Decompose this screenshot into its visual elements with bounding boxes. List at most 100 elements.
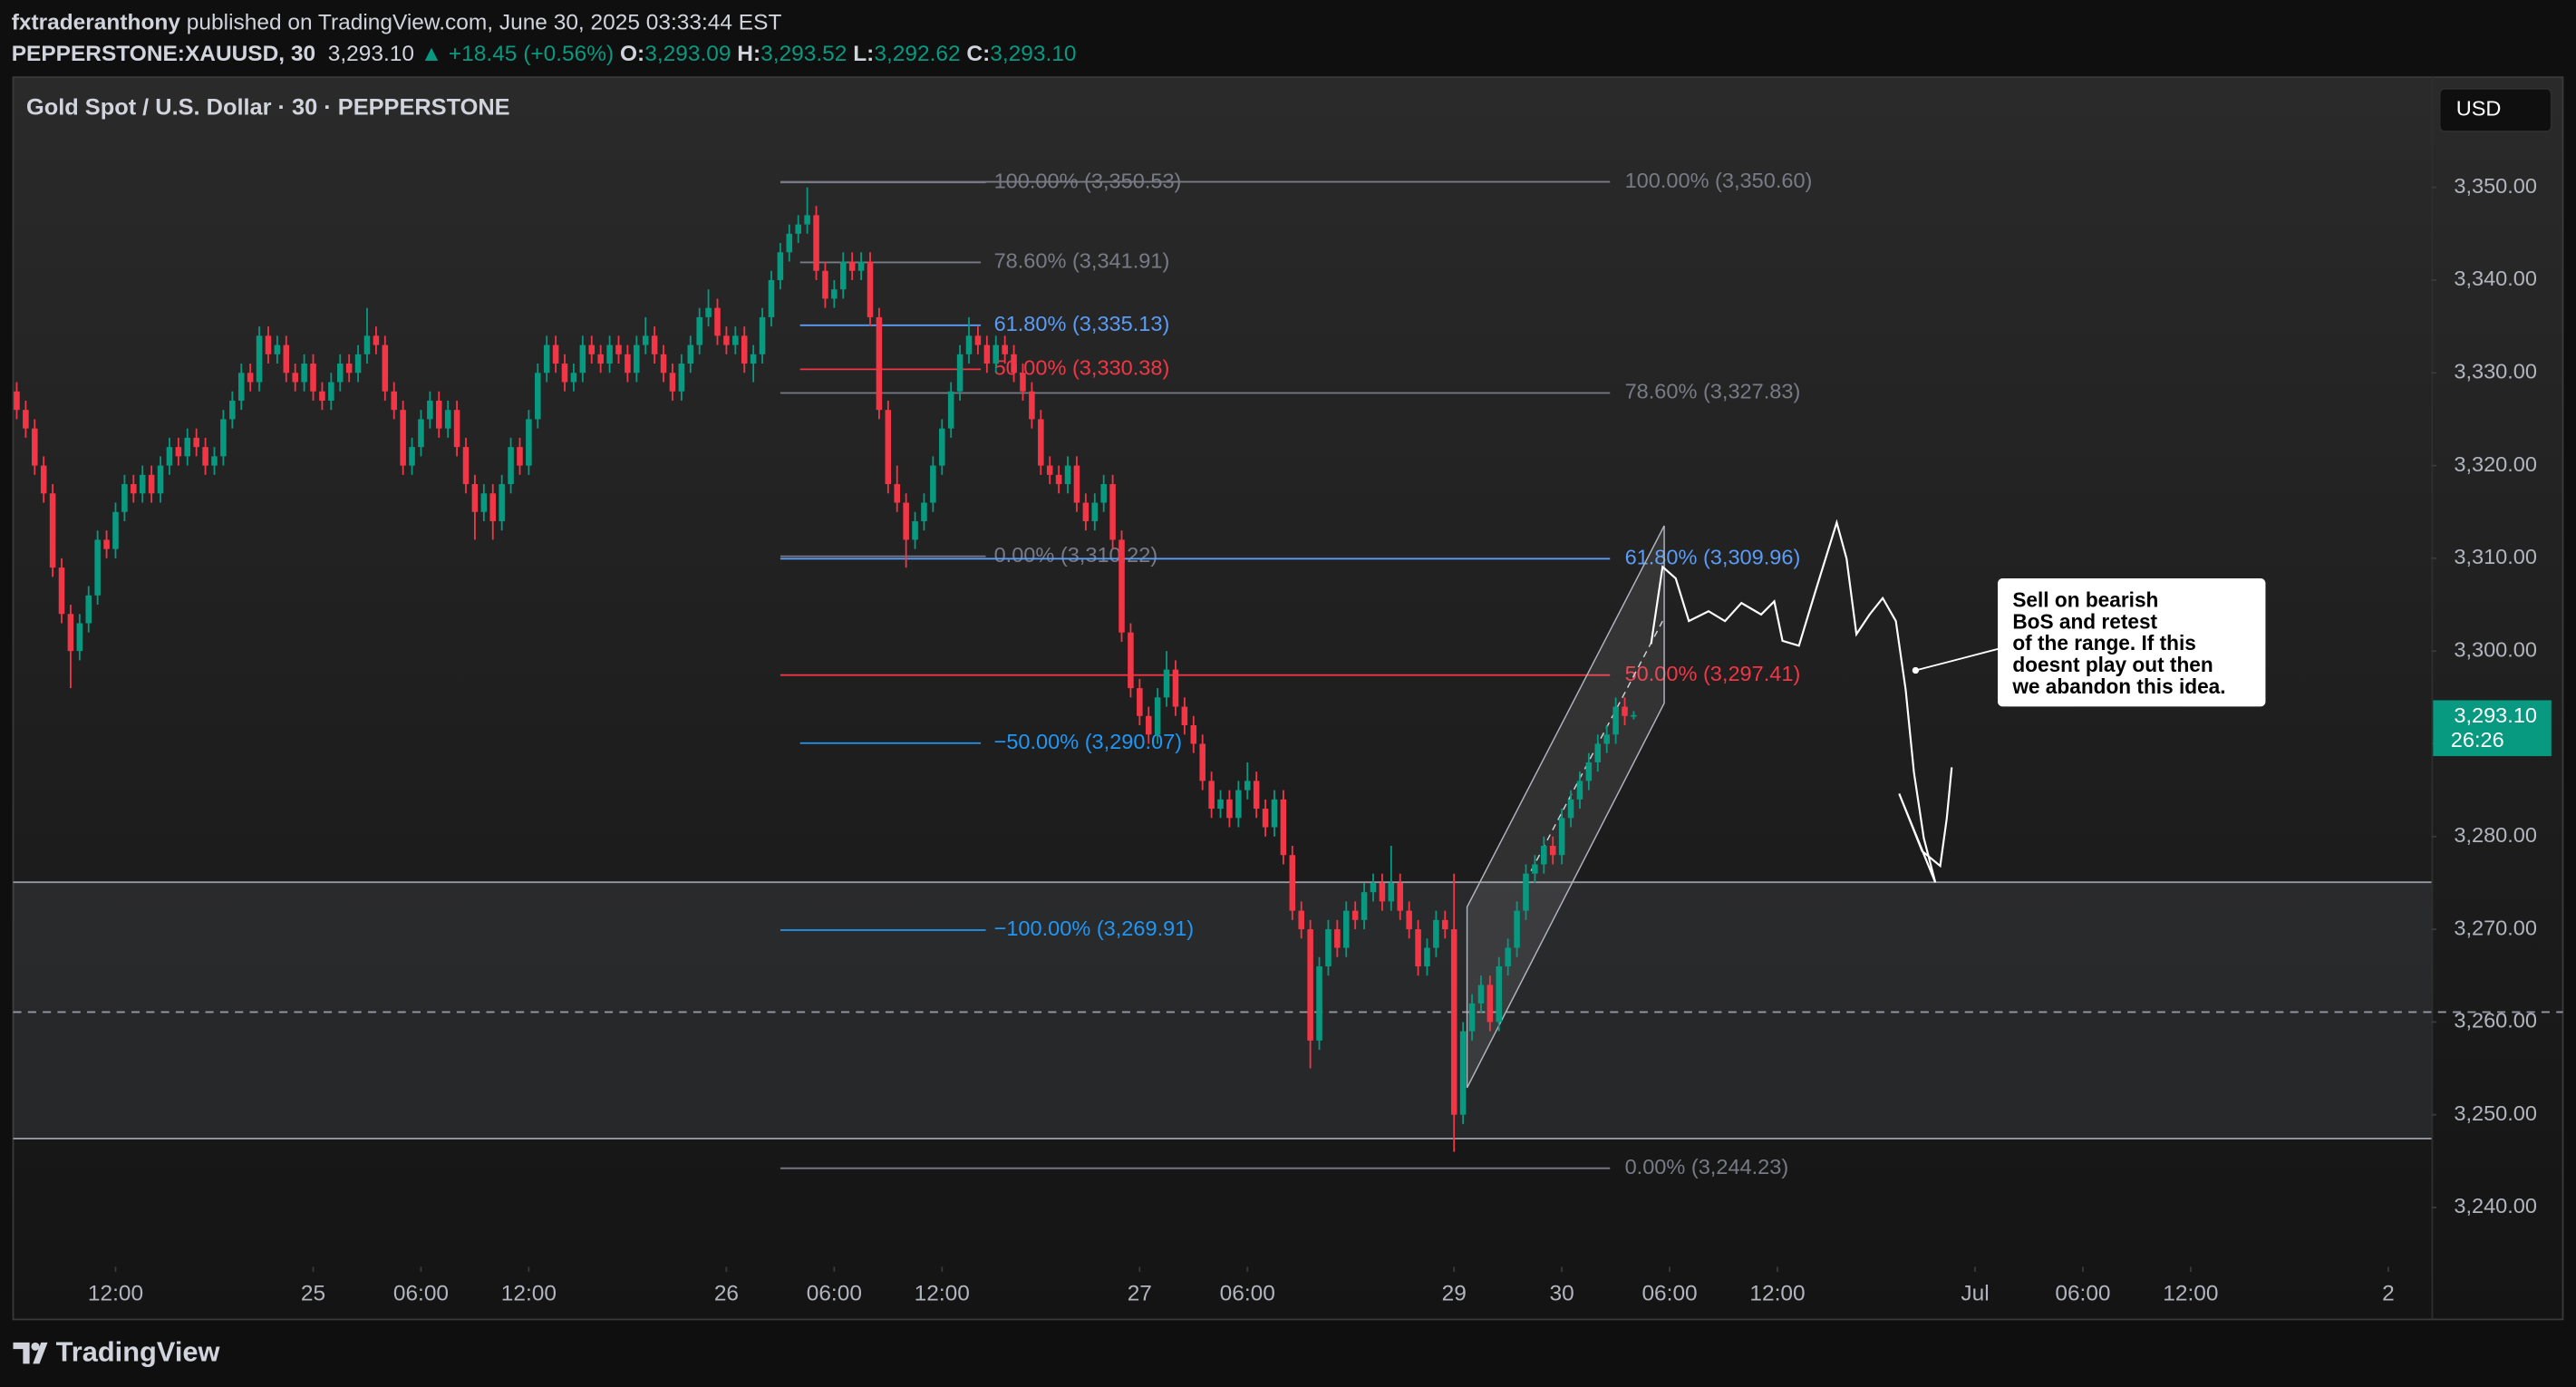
candle-body bbox=[229, 400, 236, 420]
fib-level-label: 50.00% (3,297.41) bbox=[1625, 662, 1801, 685]
fib-level-label: −100.00% (3,269.91) bbox=[994, 917, 1195, 940]
candle-body bbox=[499, 484, 505, 521]
candle-body bbox=[193, 437, 199, 448]
candle-body bbox=[400, 410, 406, 466]
symbol-line: PEPPERSTONE:XAUUSD, 30 3,293.10 ▲ +18.45… bbox=[12, 38, 1077, 69]
candle-body bbox=[462, 447, 470, 485]
candle-body bbox=[552, 344, 559, 364]
candle-body bbox=[1020, 373, 1026, 392]
x-tick-label: 29 bbox=[1442, 1282, 1467, 1306]
candle-body bbox=[804, 215, 810, 225]
candle-body bbox=[1415, 929, 1421, 966]
candle-body bbox=[651, 335, 658, 354]
candle-body bbox=[543, 344, 550, 373]
x-tick-label: 2 bbox=[2382, 1282, 2395, 1306]
candle-body bbox=[166, 447, 173, 466]
candle-body bbox=[319, 391, 325, 401]
candle-body bbox=[1064, 465, 1071, 485]
fib-level-label: 100.00% (3,350.53) bbox=[994, 169, 1182, 192]
candle-body bbox=[1316, 965, 1322, 1041]
x-tick-label: 06:00 bbox=[807, 1282, 862, 1306]
candle-body bbox=[328, 382, 334, 401]
currency-button[interactable] bbox=[2438, 87, 2552, 132]
candle-body bbox=[570, 373, 577, 383]
currency-label[interactable]: USD bbox=[2456, 97, 2502, 121]
range-zone bbox=[13, 882, 2432, 1139]
candle-body bbox=[723, 335, 730, 345]
candle-body bbox=[930, 465, 936, 503]
candle-body bbox=[1046, 465, 1053, 475]
candle-body bbox=[382, 344, 389, 392]
candle-body bbox=[480, 493, 488, 512]
candle-body bbox=[939, 428, 945, 466]
x-tick-label: 25 bbox=[301, 1282, 325, 1306]
candle-body bbox=[1342, 910, 1350, 948]
candle-body bbox=[1128, 632, 1134, 689]
candle-body bbox=[857, 261, 865, 271]
candle-body bbox=[1450, 929, 1457, 1115]
candle-body bbox=[1334, 929, 1341, 948]
candle-body bbox=[354, 354, 362, 373]
chart-title: Gold Spot / U.S. Dollar · 30 · PEPPERSTO… bbox=[26, 94, 510, 120]
fib-level-label: −50.00% (3,290.07) bbox=[994, 730, 1183, 753]
candle-body bbox=[345, 364, 353, 373]
candle-body bbox=[1038, 419, 1044, 466]
brand-name: TradingView bbox=[56, 1336, 221, 1368]
candle-body bbox=[283, 344, 290, 373]
candle-body bbox=[1612, 706, 1619, 735]
candle-body bbox=[1307, 929, 1313, 1041]
ohlc-value: 3,293.52 bbox=[760, 41, 847, 66]
candle-body bbox=[517, 447, 523, 466]
candle-body bbox=[1567, 799, 1574, 819]
candle-body bbox=[1244, 781, 1251, 790]
candle-body bbox=[1029, 391, 1035, 420]
candle-body bbox=[1549, 846, 1556, 856]
candle-body bbox=[1603, 734, 1610, 744]
ohlc-key: H: bbox=[737, 41, 761, 66]
candle-body bbox=[40, 465, 47, 494]
candle-body bbox=[256, 335, 263, 383]
candle-body bbox=[768, 279, 775, 317]
x-tick-label: 12:00 bbox=[2163, 1282, 2218, 1306]
candle-body bbox=[1137, 688, 1143, 716]
ohlc-key: O: bbox=[620, 41, 645, 66]
candle-body bbox=[678, 364, 685, 392]
candle-body bbox=[1208, 781, 1215, 810]
candle-body bbox=[660, 354, 667, 373]
x-tick-label: 06:00 bbox=[1220, 1282, 1275, 1306]
candle-body bbox=[1119, 539, 1125, 633]
candle-body bbox=[579, 344, 586, 373]
candle-body bbox=[1262, 809, 1269, 828]
candle-body bbox=[831, 289, 838, 299]
candle-body bbox=[1532, 864, 1538, 874]
candle-body bbox=[175, 447, 182, 457]
candle-body bbox=[444, 410, 451, 429]
candle-body bbox=[1397, 882, 1404, 911]
candle-body bbox=[732, 335, 739, 345]
candle-body bbox=[237, 373, 245, 401]
candle-body bbox=[1055, 474, 1062, 485]
publish-info: published on TradingView.com, June 30, 2… bbox=[186, 9, 782, 35]
candle-body bbox=[1289, 855, 1296, 911]
x-tick-label: 30 bbox=[1550, 1282, 1574, 1306]
x-tick-label: 27 bbox=[1128, 1282, 1152, 1306]
candle-body bbox=[363, 335, 371, 354]
candle-body bbox=[983, 344, 991, 364]
candle-body bbox=[1109, 484, 1116, 540]
candle-body bbox=[274, 344, 281, 354]
change: +18.45 (+0.56%) bbox=[448, 41, 615, 66]
note-line: doesnt play out then bbox=[2012, 653, 2213, 676]
last-price: 3,293.10 bbox=[327, 41, 415, 66]
x-tick-label: 12:00 bbox=[501, 1282, 557, 1306]
candle-body bbox=[687, 344, 694, 364]
candle-body bbox=[759, 316, 766, 354]
candle-body bbox=[23, 410, 29, 429]
x-tick-label: 12:00 bbox=[88, 1282, 143, 1306]
y-tick-label: 3,270.00 bbox=[2454, 916, 2537, 939]
candle-body bbox=[1477, 984, 1485, 1004]
candle-body bbox=[535, 373, 541, 420]
ohlc: O:3,293.09 H:3,293.52 L:3,292.62 C:3,293… bbox=[620, 41, 1077, 65]
candle-body bbox=[265, 335, 272, 354]
candle-body bbox=[58, 567, 65, 615]
